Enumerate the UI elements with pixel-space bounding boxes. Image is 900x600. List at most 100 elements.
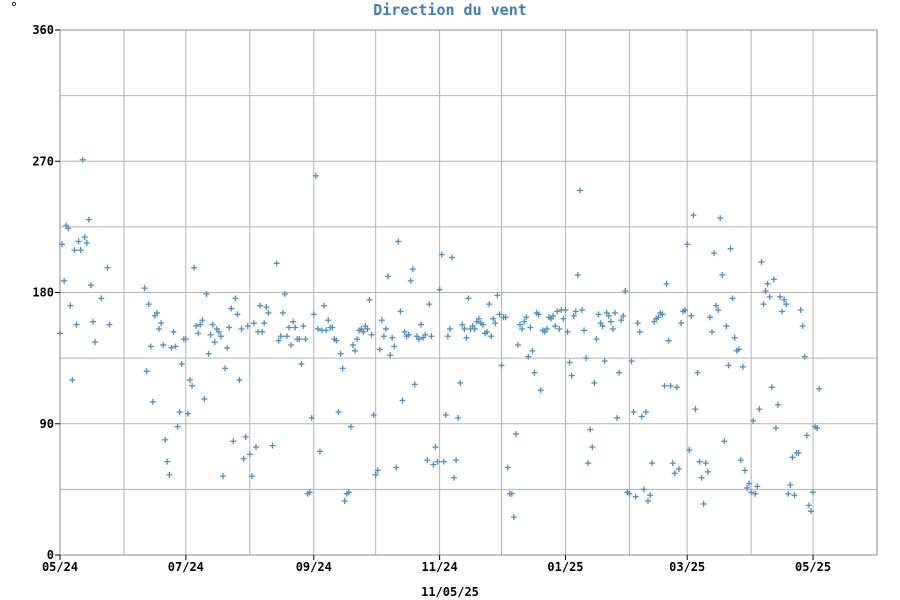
- data-point: [252, 444, 259, 451]
- data-point: [566, 359, 573, 366]
- data-point: [442, 412, 449, 418]
- data-point: [300, 323, 307, 330]
- data-point: [85, 216, 92, 223]
- data-point: [492, 320, 499, 327]
- data-point: [739, 363, 746, 370]
- data-point: [234, 311, 241, 318]
- data-point: [756, 406, 763, 413]
- data-point: [519, 325, 526, 332]
- data-point: [240, 455, 247, 462]
- data-point: [644, 498, 651, 505]
- data-point: [461, 325, 468, 332]
- data-point: [405, 331, 412, 338]
- data-point: [195, 330, 202, 337]
- x-tick-label: 01/25: [547, 560, 583, 574]
- data-point: [277, 333, 284, 340]
- data-point: [368, 331, 375, 338]
- data-point: [246, 451, 253, 458]
- data-point: [719, 272, 726, 278]
- data-point: [380, 333, 387, 340]
- data-point: [496, 311, 503, 318]
- data-point: [465, 295, 472, 302]
- data-point: [250, 320, 257, 327]
- data-point: [393, 464, 400, 471]
- data-point: [189, 382, 196, 389]
- data-point: [490, 315, 497, 322]
- data-point: [475, 315, 482, 322]
- data-point: [444, 333, 451, 340]
- data-point: [166, 471, 173, 478]
- data-point: [273, 260, 280, 267]
- data-point: [595, 311, 602, 318]
- data-point: [494, 292, 501, 299]
- degree-symbol: °: [10, 1, 18, 16]
- data-point: [329, 324, 336, 331]
- data-point: [434, 458, 441, 465]
- data-point: [77, 247, 84, 254]
- data-point: [106, 321, 113, 328]
- data-point: [182, 336, 189, 343]
- data-point: [698, 474, 705, 481]
- data-point: [727, 245, 734, 252]
- data-point: [630, 409, 637, 416]
- data-point: [675, 465, 682, 472]
- data-point: [741, 467, 748, 474]
- data-point: [816, 385, 823, 392]
- data-point: [376, 346, 383, 353]
- data-point: [764, 280, 771, 287]
- data-point: [65, 225, 72, 232]
- data-point: [537, 387, 544, 394]
- data-point: [700, 500, 707, 507]
- data-point: [92, 339, 99, 346]
- data-point: [415, 336, 422, 343]
- data-point: [314, 325, 321, 332]
- data-point: [673, 384, 680, 391]
- data-point: [57, 330, 63, 337]
- data-point: [242, 433, 249, 440]
- data-point: [795, 449, 802, 456]
- data-point: [690, 212, 697, 219]
- data-point: [290, 318, 297, 325]
- data-point: [263, 304, 270, 311]
- data-point: [702, 460, 709, 467]
- data-point: [366, 296, 373, 303]
- data-point: [593, 336, 600, 343]
- data-point: [766, 293, 773, 300]
- data-point: [288, 342, 295, 348]
- data-point: [397, 308, 404, 315]
- data-point: [803, 432, 810, 439]
- data-point: [75, 238, 82, 245]
- data-point: [760, 301, 767, 308]
- data-point: [628, 358, 635, 365]
- data-point: [312, 172, 319, 179]
- data-point: [422, 331, 429, 338]
- data-point: [731, 334, 738, 341]
- data-point: [269, 442, 276, 449]
- data-point: [572, 308, 579, 315]
- data-point: [614, 414, 621, 421]
- data-point: [521, 318, 528, 325]
- data-point: [83, 239, 90, 246]
- data-point: [453, 457, 460, 464]
- data-point: [153, 309, 160, 316]
- data-point: [737, 457, 744, 464]
- data-point: [748, 489, 755, 496]
- data-point: [642, 409, 649, 416]
- data-point: [337, 350, 344, 357]
- data-point: [486, 301, 493, 308]
- data-point: [671, 470, 678, 477]
- data-point: [626, 490, 633, 497]
- data-point: [430, 461, 437, 468]
- data-point: [199, 317, 206, 324]
- data-point: [585, 460, 592, 467]
- data-point: [587, 426, 594, 433]
- data-point: [515, 342, 522, 348]
- y-tick-label: 180: [32, 286, 54, 300]
- data-point: [310, 311, 317, 318]
- data-point: [257, 302, 264, 309]
- data-point: [581, 327, 588, 334]
- data-point: [261, 320, 268, 327]
- x-tick-label: 07/24: [168, 560, 204, 574]
- data-point: [457, 379, 464, 386]
- data-point: [735, 346, 742, 353]
